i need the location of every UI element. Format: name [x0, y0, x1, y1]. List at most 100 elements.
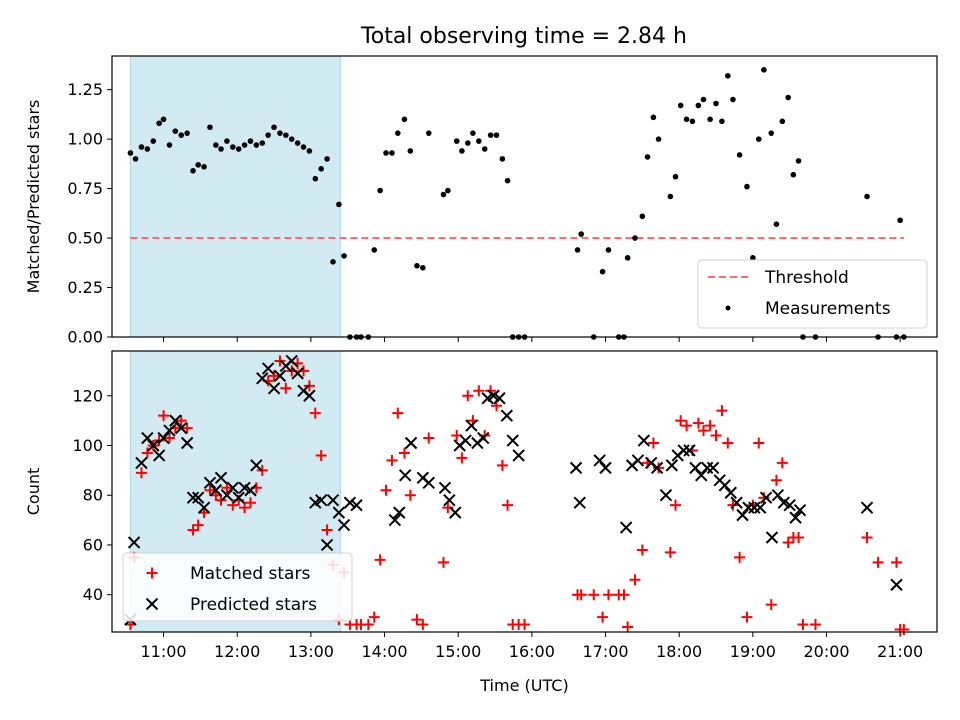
x-axis-label: Time (UTC): [479, 676, 568, 695]
matched-star-marker: [163, 432, 175, 444]
measurement-point: [138, 144, 145, 150]
predicted-star-marker: [742, 501, 755, 514]
predicted-star-marker: [320, 538, 334, 552]
matched-star-marker: [462, 390, 474, 402]
matched-star-marker: [519, 619, 530, 631]
matched-star-marker: [309, 407, 321, 419]
x-tick-label: 21:00: [877, 642, 923, 661]
predicted-star-marker: [186, 491, 200, 504]
matched-star-marker: [181, 422, 193, 434]
x-tick-label: 16:00: [509, 642, 555, 661]
x-tick-label: 13:00: [288, 642, 334, 661]
x-tick-label: 11:00: [141, 642, 187, 661]
predicted-star-marker: [169, 414, 182, 427]
measurement-point: [420, 264, 426, 271]
measurement-point: [736, 152, 743, 158]
y-axis-label: Matched/Predicted stars: [24, 100, 43, 294]
predicted-star-marker: [175, 421, 188, 435]
measurement-point: [201, 164, 207, 170]
measurement-point: [277, 130, 283, 136]
matched-star-marker: [753, 437, 765, 449]
matched-star-marker: [602, 589, 614, 601]
measurement-point: [241, 142, 248, 148]
predicted-star-marker: [506, 434, 519, 447]
predicted-star-marker: [393, 506, 406, 519]
predicted-star-marker: [650, 461, 664, 475]
predicted-star-marker: [477, 431, 490, 445]
matched-star-marker: [797, 619, 809, 631]
matched-star-marker: [710, 430, 722, 442]
matched-star-marker: [575, 589, 587, 601]
predicted-star-marker: [180, 436, 194, 450]
matched-star-marker: [770, 474, 782, 486]
measurement-point: [795, 158, 802, 164]
measurement-point: [178, 132, 185, 138]
matched-star-marker: [741, 611, 753, 623]
measurement-point: [213, 142, 219, 148]
measurement-point: [499, 156, 506, 162]
measurement-point: [470, 130, 476, 136]
matched-star-marker: [239, 502, 251, 514]
predicted-star-marker: [285, 354, 298, 368]
predicted-star-marker: [250, 459, 263, 472]
measurement-point: [127, 150, 134, 156]
measurement-point: [265, 132, 271, 138]
matched-star-marker: [227, 499, 239, 511]
matched-star-marker: [437, 556, 449, 568]
measurement-point: [761, 67, 767, 73]
y-tick-label: 120: [72, 386, 103, 405]
predicted-star-marker: [730, 496, 743, 509]
measurement-point: [700, 96, 707, 103]
predicted-star-marker: [197, 501, 211, 514]
measurement-point: [383, 150, 389, 156]
matched-star-marker: [502, 499, 514, 511]
predicted-star-marker: [665, 459, 679, 472]
measurement-point: [300, 144, 307, 150]
matched-star-marker: [321, 524, 333, 536]
measurement-point: [683, 116, 690, 123]
measurement-point: [235, 146, 242, 152]
predicted-star-marker: [724, 486, 737, 499]
measurement-point: [156, 120, 162, 127]
measurement-point: [453, 138, 460, 144]
measurement-point: [730, 96, 736, 103]
measurement-point: [644, 154, 651, 160]
measurement-point: [160, 116, 167, 123]
measurement-point: [230, 144, 236, 150]
matched-star-marker: [782, 536, 794, 548]
matched-star-marker: [653, 462, 665, 474]
predicted-star-marker: [332, 506, 346, 519]
predicted-star-marker: [736, 508, 749, 522]
y-axis-label: Count: [24, 468, 43, 516]
matched-star-marker: [809, 619, 821, 631]
measurement-point: [218, 146, 224, 152]
measurement-point: [377, 187, 383, 194]
matched-star-marker: [670, 499, 682, 511]
predicted-star-marker: [500, 409, 514, 422]
predicted-star-marker: [404, 436, 418, 450]
measurement-point: [624, 255, 631, 261]
predicted-star-marker: [449, 506, 462, 519]
matched-star-marker: [221, 482, 233, 494]
measurement-point: [713, 100, 719, 107]
figure-title: Total observing time = 2.84 h: [360, 24, 687, 49]
predicted-star-marker: [771, 489, 785, 502]
bottom-panel: 11:00 12:00 13:00 14:00 15:00 16:00 17:00 18:00…: [24, 350, 938, 695]
matched-star-marker: [473, 385, 485, 397]
y-tick-label: 40: [83, 585, 103, 604]
matched-star-marker: [681, 420, 693, 432]
predicted-star-marker: [683, 444, 696, 457]
measurement-point: [719, 118, 725, 125]
measurement-point: [785, 94, 792, 101]
measurement-point: [318, 165, 324, 172]
predicted-star-marker: [718, 479, 732, 492]
matched-star-marker: [392, 407, 404, 419]
predicted-star-marker: [422, 476, 435, 490]
measurement-point: [639, 213, 646, 220]
measurement-point: [401, 116, 408, 123]
measurement-point: [166, 142, 173, 148]
matched-star-marker: [175, 415, 187, 427]
predicted-star-marker: [350, 498, 363, 512]
x-tick-label: 15:00: [435, 642, 481, 661]
